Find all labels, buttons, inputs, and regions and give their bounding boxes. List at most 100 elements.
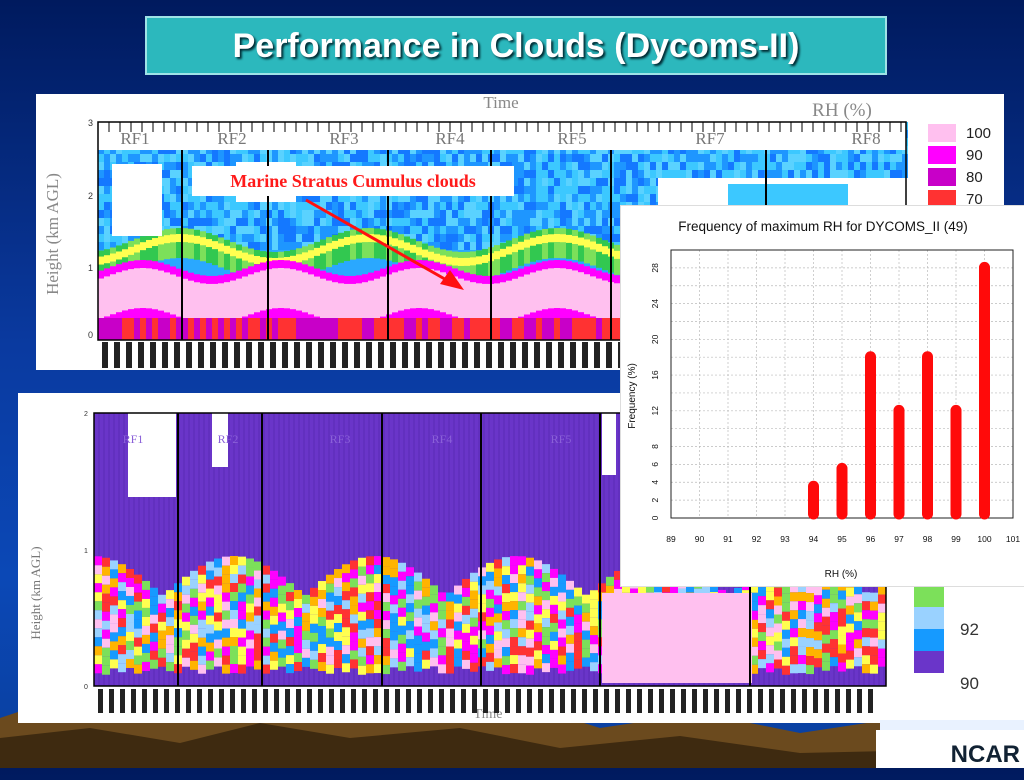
rh-cell xyxy=(518,574,526,584)
rh-cell xyxy=(110,659,118,669)
rh-cell xyxy=(782,638,790,648)
rh-cell xyxy=(242,234,248,242)
rh-cell xyxy=(464,242,470,250)
rh-cell xyxy=(662,154,668,162)
rh-cell xyxy=(246,567,254,577)
rh-cell xyxy=(596,202,602,210)
rh-cell xyxy=(848,170,854,178)
rh-cell xyxy=(790,664,798,674)
rh-cell xyxy=(248,248,254,279)
rh-cell xyxy=(222,574,230,584)
rh-cell xyxy=(110,242,116,250)
rh-cell xyxy=(440,210,446,218)
rh-cell xyxy=(126,640,134,650)
rh-cell xyxy=(350,587,358,597)
rh-cell xyxy=(176,186,182,194)
rh-cell xyxy=(524,318,530,340)
rh-cell xyxy=(248,242,254,250)
rh-cell xyxy=(262,655,270,665)
rh-cell xyxy=(318,644,326,654)
rh-cell xyxy=(230,664,238,673)
rh-cell xyxy=(334,605,342,615)
rh-cell xyxy=(512,278,518,319)
rh-cell xyxy=(416,154,422,162)
rh-cell xyxy=(170,186,176,194)
rh-cell xyxy=(182,621,190,631)
rh-cell xyxy=(836,170,842,178)
rh-cell xyxy=(798,601,806,611)
rh-cell xyxy=(438,610,446,620)
rh-cell xyxy=(422,659,430,669)
rh-cell xyxy=(638,162,644,170)
rh-cell xyxy=(542,202,548,210)
frequency-chart-panel: Frequency of maximum RH for DYCOMS_II (4… xyxy=(620,205,1024,587)
rh-cell xyxy=(230,556,238,565)
rh-cell xyxy=(526,566,534,576)
rh-cell xyxy=(510,619,518,629)
rh-cell xyxy=(398,234,404,265)
rh-cell xyxy=(398,562,406,572)
rh-cell xyxy=(98,194,104,202)
rh-cell xyxy=(428,245,434,276)
rh-cell xyxy=(398,598,406,608)
rh-cell xyxy=(818,162,824,170)
rh-cell xyxy=(476,202,482,210)
rh-cell xyxy=(558,646,566,656)
rh-cell xyxy=(746,154,752,162)
rh-cell xyxy=(398,194,404,202)
rh-cell xyxy=(410,234,416,242)
rh-cell xyxy=(110,578,118,588)
rh-cell xyxy=(170,154,176,162)
rh-cell xyxy=(158,657,166,667)
rh-cell xyxy=(332,218,338,226)
rh-cell xyxy=(380,210,386,218)
rh-cell xyxy=(152,154,158,162)
rh-cell xyxy=(190,651,198,661)
rh-cell xyxy=(368,194,374,202)
rh-cell xyxy=(434,234,440,242)
rh-cell xyxy=(254,234,260,242)
rh-cell xyxy=(798,664,806,674)
rh-cell xyxy=(158,154,164,162)
rh-cell xyxy=(494,613,502,623)
rh-cell xyxy=(164,178,170,186)
rh-cell xyxy=(366,619,374,629)
rh-cell xyxy=(398,571,406,581)
rh-cell xyxy=(790,628,798,638)
rh-cell xyxy=(164,202,170,210)
rh-cell xyxy=(548,234,554,243)
rh-cell xyxy=(390,559,398,569)
rh-cell xyxy=(790,601,798,611)
rh-cell xyxy=(182,585,190,595)
rh-cell xyxy=(788,162,794,170)
rh-cell xyxy=(596,170,602,178)
time-stamp-mark xyxy=(522,342,528,368)
rh-cell xyxy=(452,210,458,218)
rh-cell xyxy=(854,170,860,178)
rh-cell xyxy=(554,268,560,309)
rh-cell xyxy=(390,595,398,605)
rh-cell xyxy=(374,592,382,602)
rh-cell xyxy=(358,593,366,603)
rh-cell xyxy=(94,574,102,584)
rh-cell xyxy=(406,639,414,649)
rh-cell xyxy=(758,614,766,624)
rh-cell xyxy=(294,626,302,636)
rh-cell xyxy=(750,592,758,602)
rh-cell xyxy=(116,272,122,313)
rh-cell xyxy=(290,154,296,162)
rh-cell xyxy=(118,591,126,601)
rh-cell xyxy=(164,210,170,218)
rh-cell xyxy=(374,210,380,218)
rh-cell xyxy=(704,162,710,170)
rh-cell xyxy=(254,154,260,162)
rh-cell xyxy=(118,609,126,619)
rh-cell xyxy=(560,228,566,259)
rh-cell xyxy=(182,234,188,243)
rh-cell xyxy=(104,226,110,234)
rh-cell xyxy=(134,154,140,162)
footer-strip xyxy=(880,720,1024,730)
rh-cell xyxy=(218,237,224,268)
rh-cell xyxy=(542,194,548,202)
rh-cell xyxy=(270,579,278,589)
